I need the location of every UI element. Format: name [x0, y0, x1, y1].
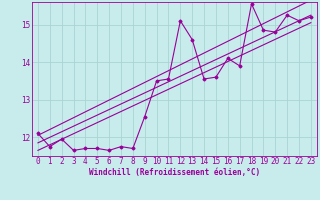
X-axis label: Windchill (Refroidissement éolien,°C): Windchill (Refroidissement éolien,°C) — [89, 168, 260, 177]
